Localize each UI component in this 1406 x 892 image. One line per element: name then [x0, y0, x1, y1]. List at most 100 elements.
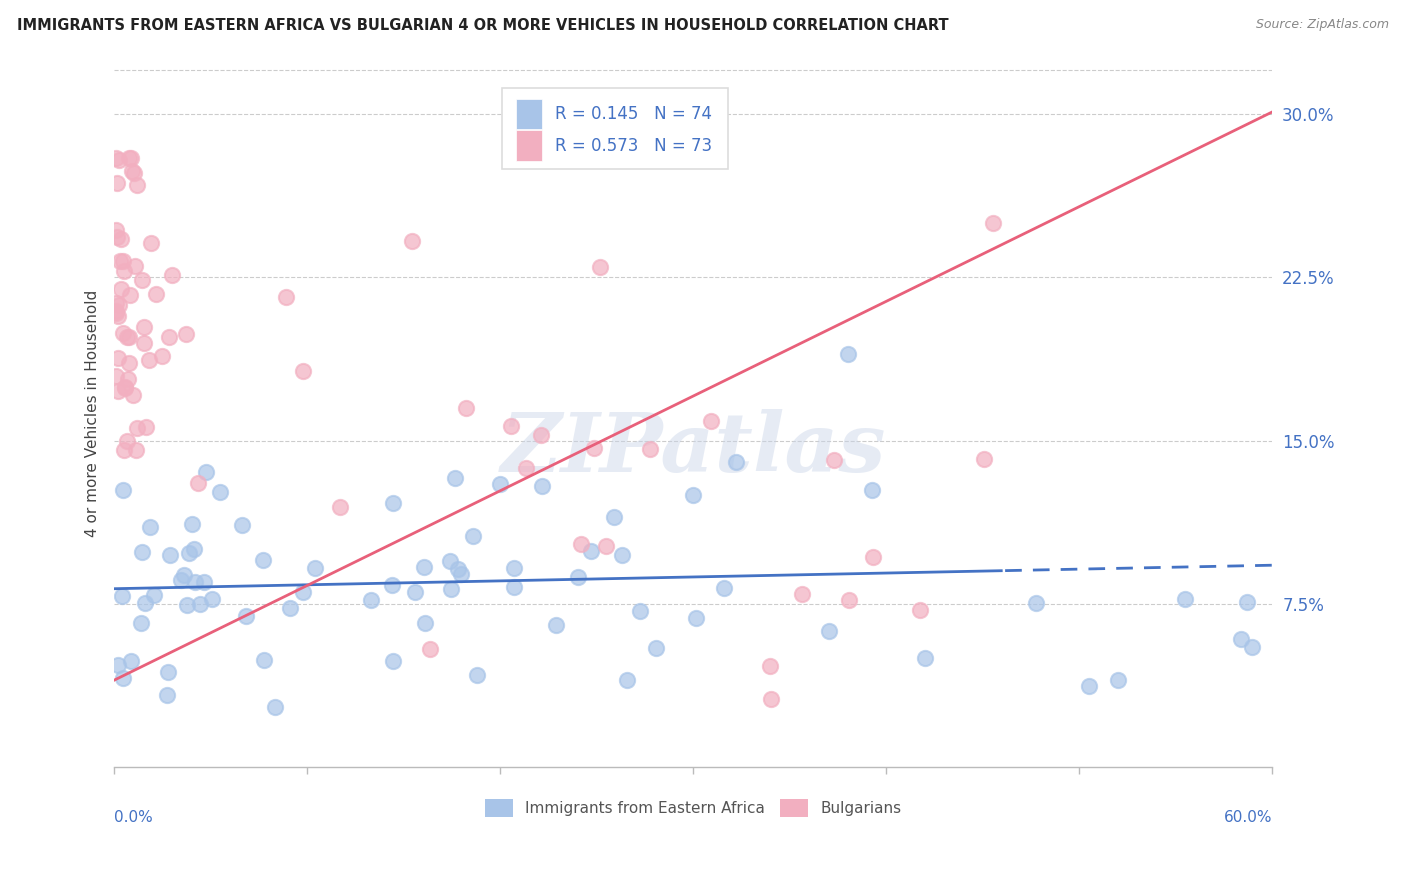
Point — [170, 574, 193, 588]
Point — [111, 671, 134, 685]
Point — [117, 356, 139, 370]
Point — [439, 554, 461, 568]
Point — [759, 659, 782, 673]
Point — [515, 460, 537, 475]
Point — [381, 654, 404, 668]
Point — [973, 452, 995, 467]
Point — [193, 575, 215, 590]
Point — [156, 688, 179, 702]
Legend: Immigrants from Eastern Africa, Bulgarians: Immigrants from Eastern Africa, Bulgaria… — [479, 792, 907, 823]
Point — [454, 401, 477, 415]
Point — [112, 264, 135, 278]
Point — [129, 615, 152, 630]
Point — [117, 434, 139, 448]
Point — [105, 177, 128, 191]
Point — [131, 545, 153, 559]
Point — [1077, 679, 1099, 693]
Point — [121, 387, 143, 401]
Point — [122, 166, 145, 180]
Point — [1174, 591, 1197, 606]
Point — [142, 588, 165, 602]
Point — [132, 319, 155, 334]
Point — [105, 306, 128, 320]
Point — [110, 232, 132, 246]
Point — [121, 164, 143, 178]
Point — [132, 335, 155, 350]
Point — [105, 368, 128, 383]
Point — [108, 254, 131, 268]
Point — [107, 153, 129, 167]
Point — [1229, 632, 1251, 647]
Point — [616, 673, 638, 688]
Point — [461, 529, 484, 543]
Point — [107, 309, 129, 323]
Point — [401, 234, 423, 248]
Point — [792, 586, 814, 600]
Point — [179, 546, 201, 560]
Point — [200, 592, 222, 607]
Point — [105, 151, 128, 165]
Point — [1025, 596, 1047, 610]
Text: 60.0%: 60.0% — [1223, 810, 1272, 825]
Point — [115, 330, 138, 344]
Point — [118, 330, 141, 344]
Point — [105, 229, 128, 244]
Point — [125, 420, 148, 434]
Point — [583, 441, 606, 455]
Point — [235, 609, 257, 624]
Point — [131, 272, 153, 286]
Point — [159, 548, 181, 562]
Point — [111, 326, 134, 340]
Point — [105, 295, 128, 310]
Point — [531, 479, 554, 493]
Point — [640, 442, 662, 456]
Point — [603, 510, 626, 524]
Point — [502, 561, 524, 575]
Point — [837, 346, 859, 360]
Point — [444, 471, 467, 485]
Point — [162, 268, 184, 283]
Point — [124, 259, 146, 273]
Point — [278, 600, 301, 615]
Point — [447, 562, 470, 576]
Point — [981, 216, 1004, 230]
Point — [107, 351, 129, 365]
Point — [304, 560, 326, 574]
Point — [173, 568, 195, 582]
Point — [860, 483, 883, 497]
Point — [181, 516, 204, 531]
Point — [823, 453, 845, 467]
Point — [183, 542, 205, 557]
Point — [685, 611, 707, 625]
Point — [252, 553, 274, 567]
Point — [908, 602, 931, 616]
Point — [183, 575, 205, 590]
Point — [264, 699, 287, 714]
Point — [546, 618, 568, 632]
Point — [118, 151, 141, 165]
Text: IMMIGRANTS FROM EASTERN AFRICA VS BULGARIAN 4 OR MORE VEHICLES IN HOUSEHOLD CORR: IMMIGRANTS FROM EASTERN AFRICA VS BULGAR… — [17, 18, 949, 33]
Point — [120, 151, 142, 165]
Point — [112, 253, 135, 268]
Point — [465, 668, 488, 682]
Point — [176, 598, 198, 612]
Point — [253, 653, 276, 667]
Point — [862, 549, 884, 564]
Text: R = 0.573   N = 73: R = 0.573 N = 73 — [555, 136, 713, 154]
Point — [105, 303, 128, 318]
Point — [1236, 595, 1258, 609]
Point — [139, 520, 162, 534]
Point — [157, 665, 180, 679]
Point — [450, 566, 472, 581]
Point — [700, 414, 723, 428]
Point — [114, 380, 136, 394]
Point — [125, 178, 148, 192]
Point — [838, 593, 860, 607]
Point — [329, 500, 352, 514]
Point — [209, 485, 232, 500]
Text: ZIPatlas: ZIPatlas — [501, 409, 886, 489]
Y-axis label: 4 or more Vehicles in Household: 4 or more Vehicles in Household — [86, 290, 100, 537]
Point — [413, 616, 436, 631]
Point — [489, 477, 512, 491]
Point — [724, 455, 747, 469]
